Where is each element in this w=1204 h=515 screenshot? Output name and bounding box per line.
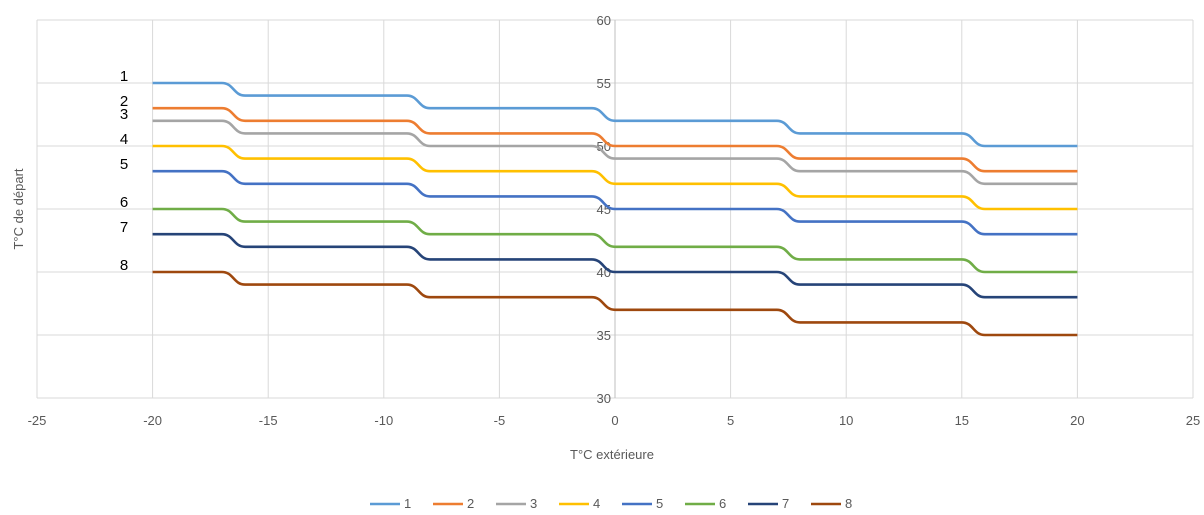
series-side-label: 1 — [120, 68, 128, 85]
x-tick-label: -5 — [494, 413, 506, 428]
series-side-label: 4 — [120, 131, 128, 148]
x-tick-labels: -25 -20 -15 -10 -5 0 5 10 15 20 25 — [28, 413, 1201, 428]
series-side-label: 3 — [120, 106, 128, 123]
legend-label: 7 — [782, 496, 789, 511]
series-line-5 — [152, 169, 1078, 236]
legend-label: 8 — [845, 496, 852, 511]
series-side-label: 7 — [120, 219, 128, 236]
x-tick-label: 15 — [955, 413, 969, 428]
legend-label: 6 — [719, 496, 726, 511]
y-tick-label: 60 — [597, 13, 611, 28]
y-axis-title: T°C de départ — [11, 168, 26, 249]
legend-label: 2 — [467, 496, 474, 511]
legend-label: 4 — [593, 496, 600, 511]
series-line-8 — [152, 270, 1078, 337]
x-tick-label: 5 — [727, 413, 734, 428]
series-side-label: 6 — [120, 194, 128, 211]
series-side-label: 8 — [120, 257, 128, 274]
series-line-1 — [152, 81, 1078, 148]
x-tick-label: -15 — [259, 413, 278, 428]
x-tick-label: -25 — [28, 413, 47, 428]
series-line-7 — [152, 232, 1078, 299]
x-axis-title: T°C extérieure — [570, 447, 654, 462]
legend: 1 2 3 4 5 6 7 8 — [370, 496, 852, 511]
y-tick-label: 30 — [597, 391, 611, 406]
legend-label: 1 — [404, 496, 411, 511]
x-tick-label: -10 — [374, 413, 393, 428]
series-line-2 — [152, 106, 1078, 173]
x-tick-label: 10 — [839, 413, 853, 428]
x-tick-label: 0 — [611, 413, 618, 428]
series-line-4 — [152, 144, 1078, 211]
y-tick-label: 55 — [597, 76, 611, 91]
x-tick-label: 25 — [1186, 413, 1200, 428]
series-line-6 — [152, 207, 1078, 274]
series-side-label: 2 — [120, 93, 128, 110]
legend-label: 3 — [530, 496, 537, 511]
y-tick-label: 35 — [597, 328, 611, 343]
legend-label: 5 — [656, 496, 663, 511]
x-tick-label: -20 — [143, 413, 162, 428]
series-lines — [152, 81, 1078, 337]
series-line-3 — [152, 119, 1078, 186]
series-side-label: 5 — [120, 156, 128, 173]
x-tick-label: 20 — [1070, 413, 1084, 428]
